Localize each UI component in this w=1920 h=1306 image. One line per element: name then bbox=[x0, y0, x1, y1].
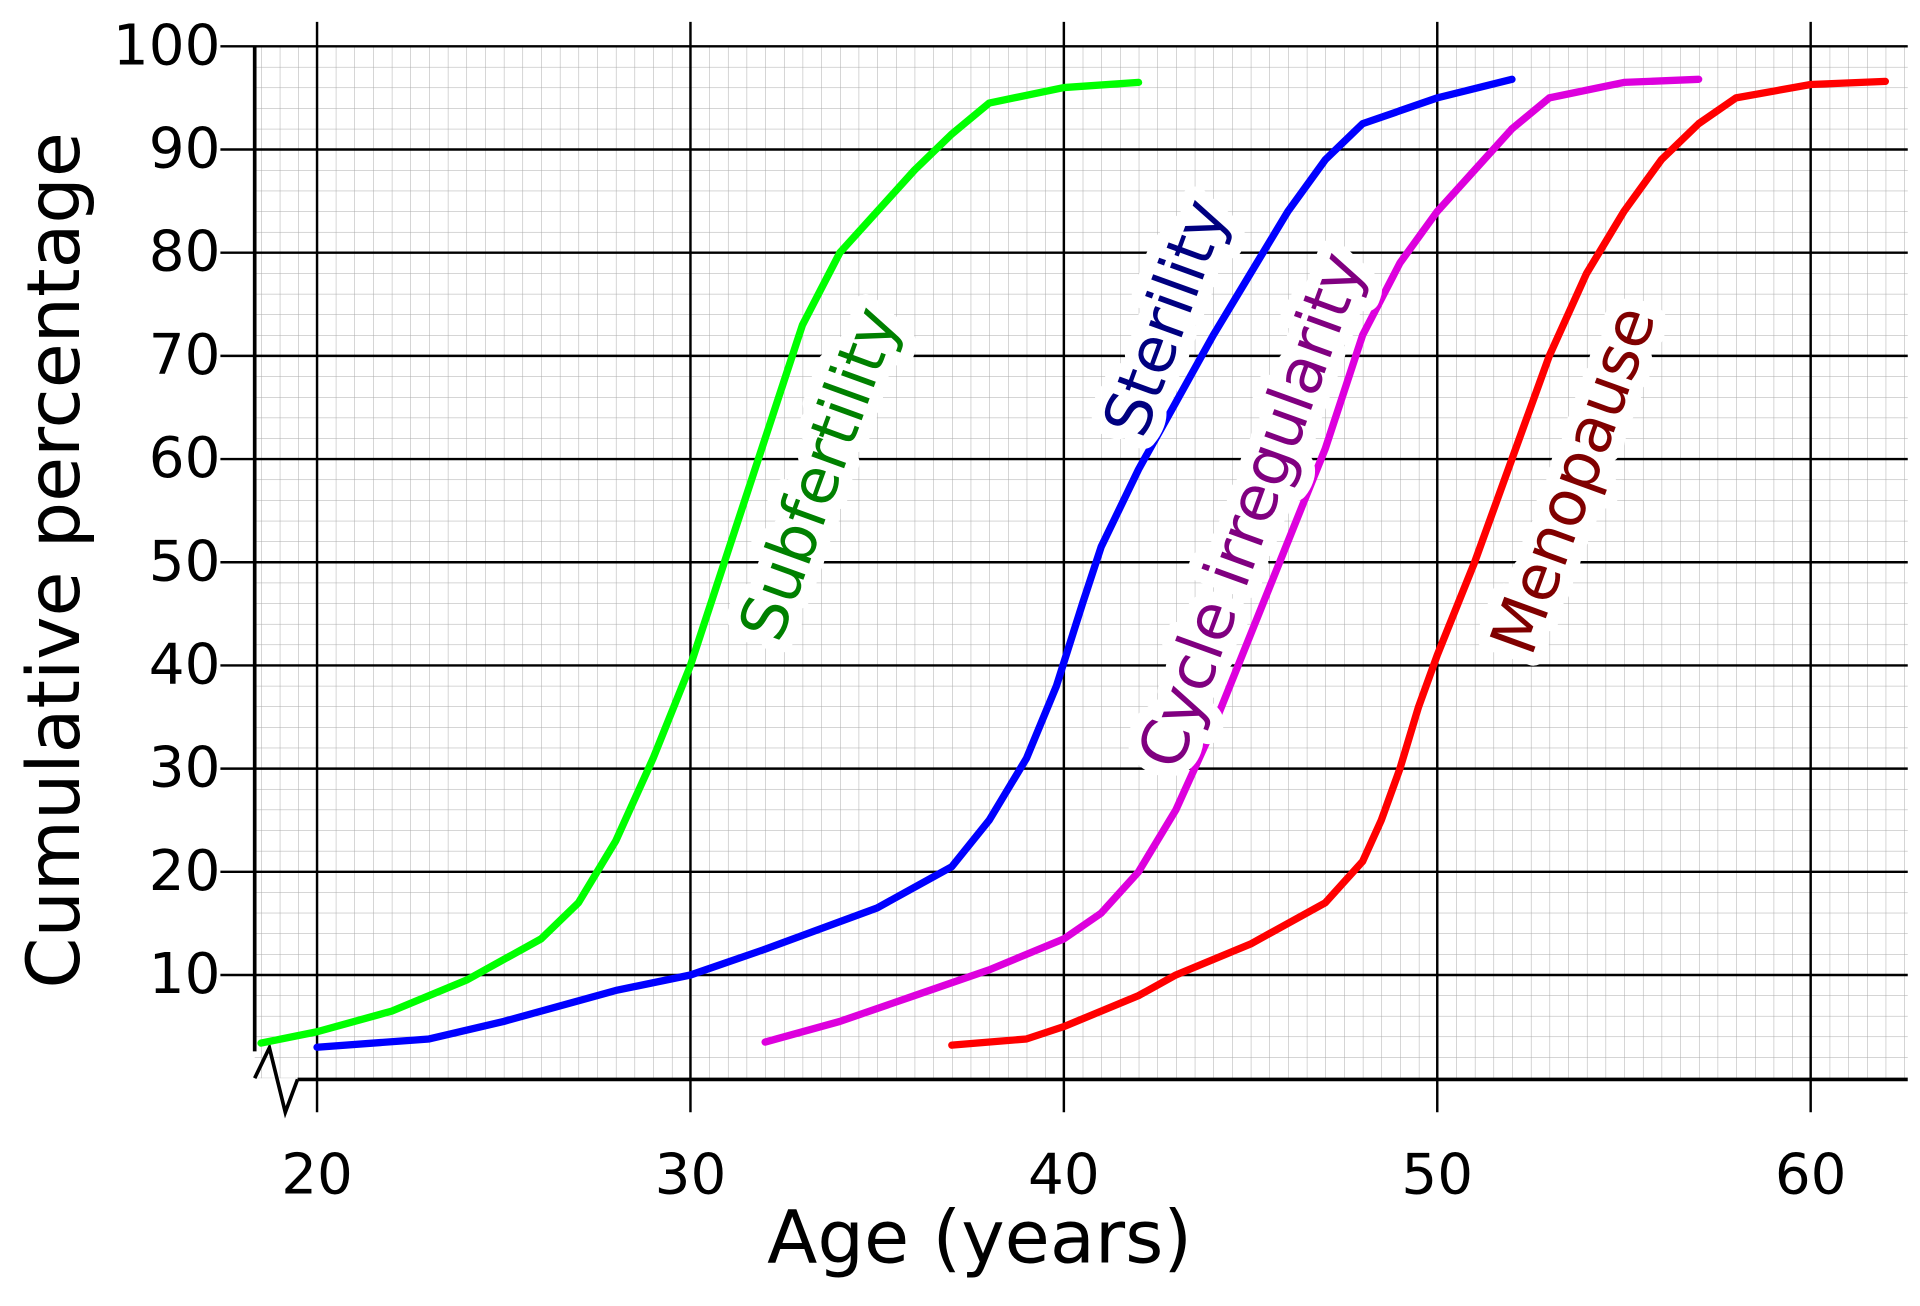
series-line bbox=[257, 78, 1143, 1047]
series-line bbox=[761, 75, 1703, 1046]
x-tick-label: 50 bbox=[1401, 1143, 1473, 1208]
y-tick-label: 100 bbox=[113, 13, 220, 78]
series-line bbox=[948, 77, 1890, 1049]
y-axis-label: Cumulative percentage bbox=[12, 132, 97, 988]
y-tick-label: 90 bbox=[149, 117, 221, 182]
y-tick-label: 10 bbox=[149, 942, 221, 1007]
y-tick-label: 70 bbox=[149, 323, 221, 388]
x-axis-label: Age (years) bbox=[767, 1196, 1192, 1281]
x-tick-label: 30 bbox=[655, 1143, 727, 1208]
y-tick-label: 50 bbox=[149, 529, 221, 594]
y-tick-label: 60 bbox=[149, 426, 221, 491]
x-tick-label: 20 bbox=[281, 1143, 353, 1208]
y-tick-label: 80 bbox=[149, 220, 221, 285]
series-line bbox=[313, 75, 1516, 1051]
x-tick-label: 60 bbox=[1775, 1143, 1847, 1208]
y-tick-label: 40 bbox=[149, 633, 221, 698]
x-tick-label: 40 bbox=[1028, 1143, 1100, 1208]
y-tick-label: 30 bbox=[149, 736, 221, 801]
y-tick-label: 20 bbox=[149, 839, 221, 904]
axis-break bbox=[253, 1042, 300, 1119]
